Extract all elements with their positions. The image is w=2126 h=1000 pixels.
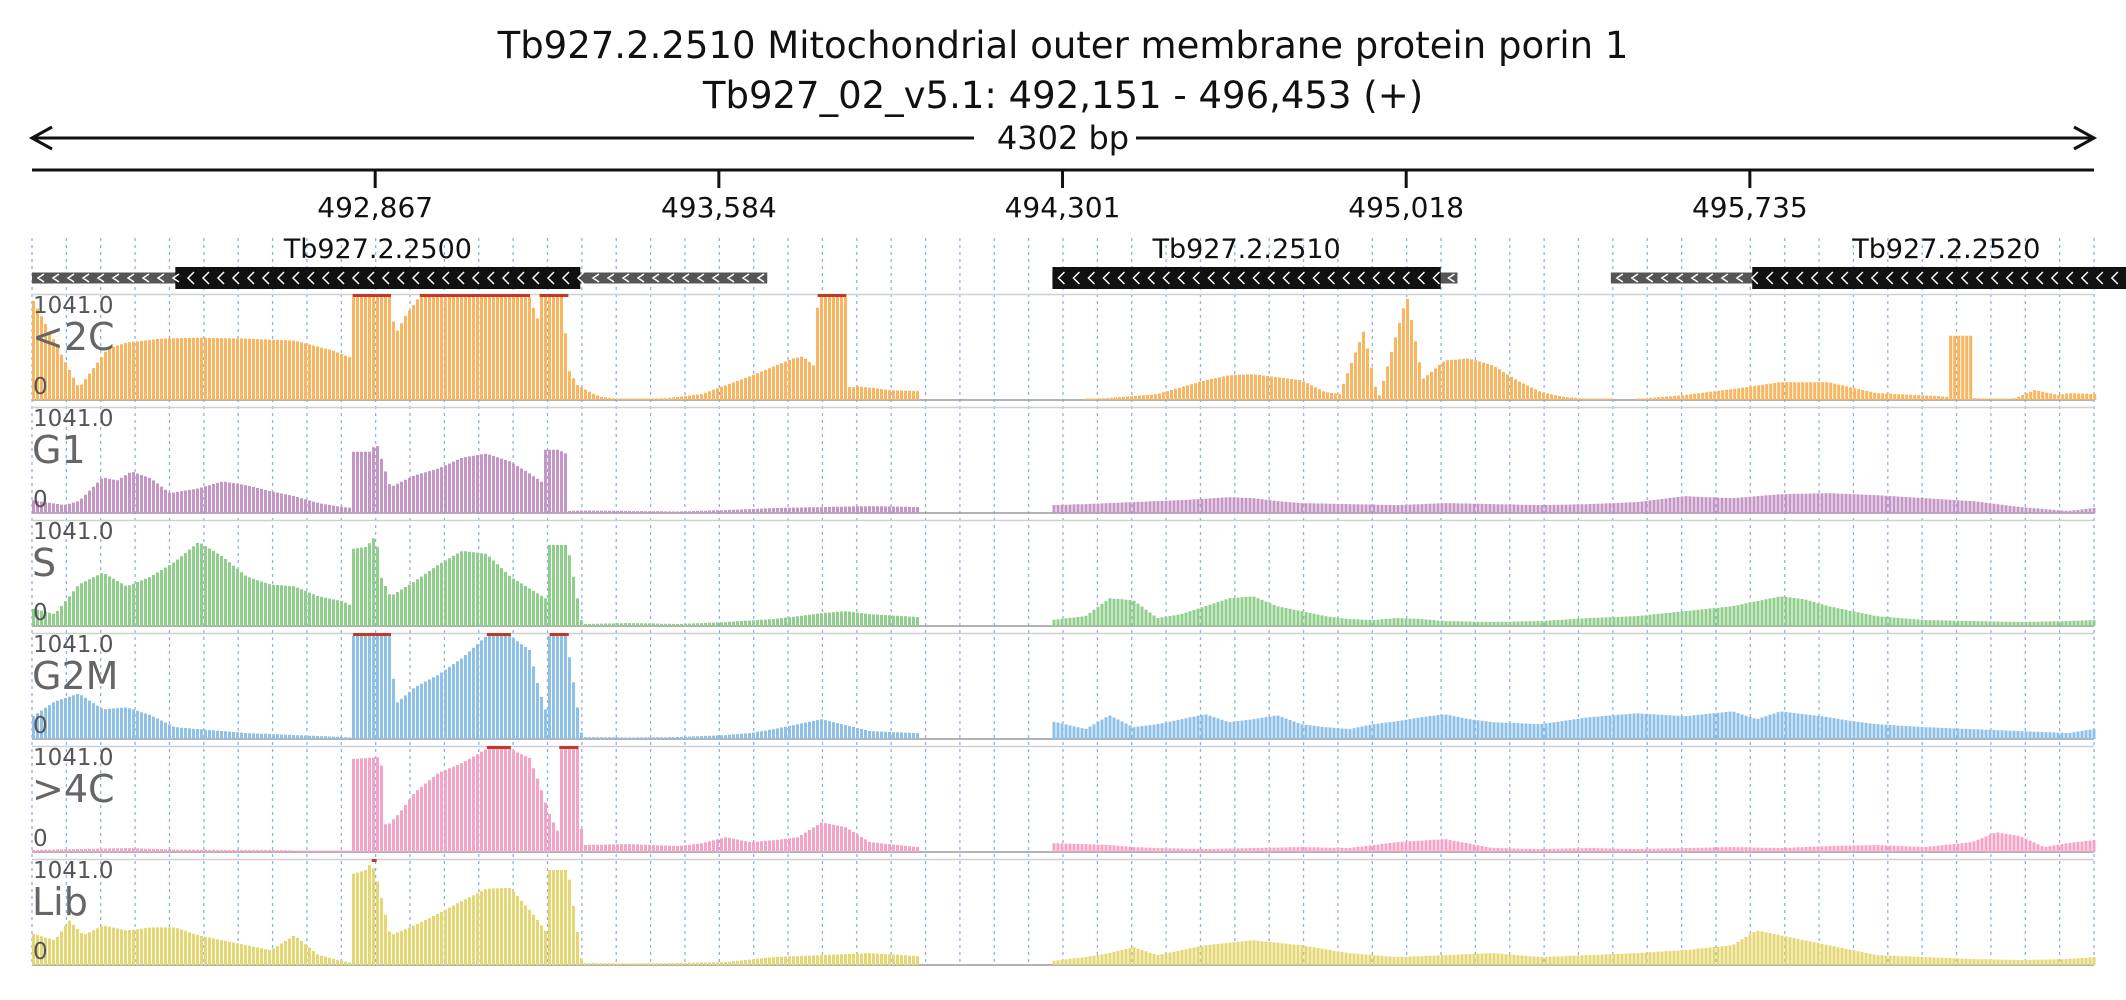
span-arrow: [28, 125, 2098, 151]
coverage-tracks: 1041.00<2C1041.00G11041.00S1041.00G2M104…: [32, 293, 2097, 966]
track-bars: [32, 538, 2096, 626]
clip-marker: [352, 294, 392, 297]
track-ymin-label: 0: [33, 374, 48, 400]
clip-marker: [353, 633, 392, 636]
ruler-tick-label: 494,301: [1005, 191, 1121, 224]
track-ymax-label: 1041.0: [33, 745, 113, 771]
track-bars: [32, 865, 2096, 965]
clip-marker: [559, 746, 579, 749]
chart-subtitle: Tb927_02_v5.1: 492,151 - 496,453 (+): [702, 74, 1423, 117]
track-<2C: 1041.0 0 <2C: [32, 293, 2097, 401]
track-name: G1: [32, 428, 86, 472]
track-S: 1041.0 0 S: [32, 519, 2096, 627]
gene-Tb927.2.2500: Tb927.2.2500: [32, 234, 768, 289]
track-ymin-label: 0: [33, 939, 48, 965]
clip-marker: [486, 746, 511, 749]
track-bars: [32, 636, 2096, 739]
track-name: G2M: [32, 654, 118, 698]
track-ymin-label: 0: [33, 600, 48, 626]
ruler-tick-label: 493,584: [661, 191, 777, 224]
track-name: S: [32, 541, 56, 585]
track-G2M: 1041.0 0 G2M: [32, 632, 2096, 740]
gene-strand-arrows: [1057, 271, 1455, 285]
track-ymax-label: 1041.0: [33, 406, 113, 432]
track-ymax-label: 1041.0: [33, 519, 113, 545]
gene-label: Tb927.2.2510: [1151, 234, 1340, 265]
clip-marker: [419, 294, 531, 297]
gene-label: Tb927.2.2500: [283, 234, 472, 265]
track-ymin-label: 0: [33, 826, 48, 852]
ruler-tick-label: 495,735: [1692, 191, 1808, 224]
track-Lib: 1041.0 0 Lib: [32, 858, 2096, 966]
track-name: <2C: [32, 315, 115, 359]
clip-marker: [486, 633, 511, 636]
track-ymax-label: 1041.0: [33, 293, 113, 319]
chart-title: Tb927.2.2510 Mitochondrial outer membran…: [497, 24, 1629, 67]
track-name: Lib: [32, 880, 88, 924]
ruler-tick-label: 495,018: [1348, 191, 1464, 224]
ruler-tick-label: 492,867: [317, 191, 433, 224]
track-ymax-label: 1041.0: [33, 858, 113, 884]
track-bars: [32, 297, 2097, 400]
gene-strand-arrows: [36, 271, 765, 285]
clip-marker: [549, 633, 569, 636]
clip-marker: [817, 294, 847, 297]
track-bars: [32, 749, 2096, 852]
span-label: 4302 bp: [997, 119, 1129, 157]
gene-label: Tb927.2.2520: [1851, 234, 2040, 265]
track->4C: 1041.0 0 >4C: [32, 745, 2096, 853]
clip-marker: [371, 859, 377, 862]
clip-marker: [539, 294, 569, 297]
gene-track: Tb927.2.2500 Tb927.2.2510 Tb927.2.2520: [32, 234, 2126, 289]
track-bars: [32, 446, 2096, 513]
gene-cds: [1052, 267, 1441, 289]
gene-cds: [175, 267, 581, 289]
track-ymin-label: 0: [33, 487, 48, 513]
track-ymax-label: 1041.0: [33, 632, 113, 658]
gene-Tb927.2.2520: Tb927.2.2520: [1610, 234, 2126, 289]
track-ymin-label: 0: [33, 713, 48, 739]
track-name: >4C: [32, 767, 115, 811]
coordinate-ruler: 492,867 493,584 494,301 495,018 495,735: [32, 168, 2094, 224]
gene-strand-arrows: [1615, 271, 2126, 285]
gene-cds: [1752, 267, 2126, 289]
gene-Tb927.2.2510: Tb927.2.2510: [1052, 234, 1458, 289]
track-G1: 1041.0 0 G1: [32, 406, 2096, 514]
